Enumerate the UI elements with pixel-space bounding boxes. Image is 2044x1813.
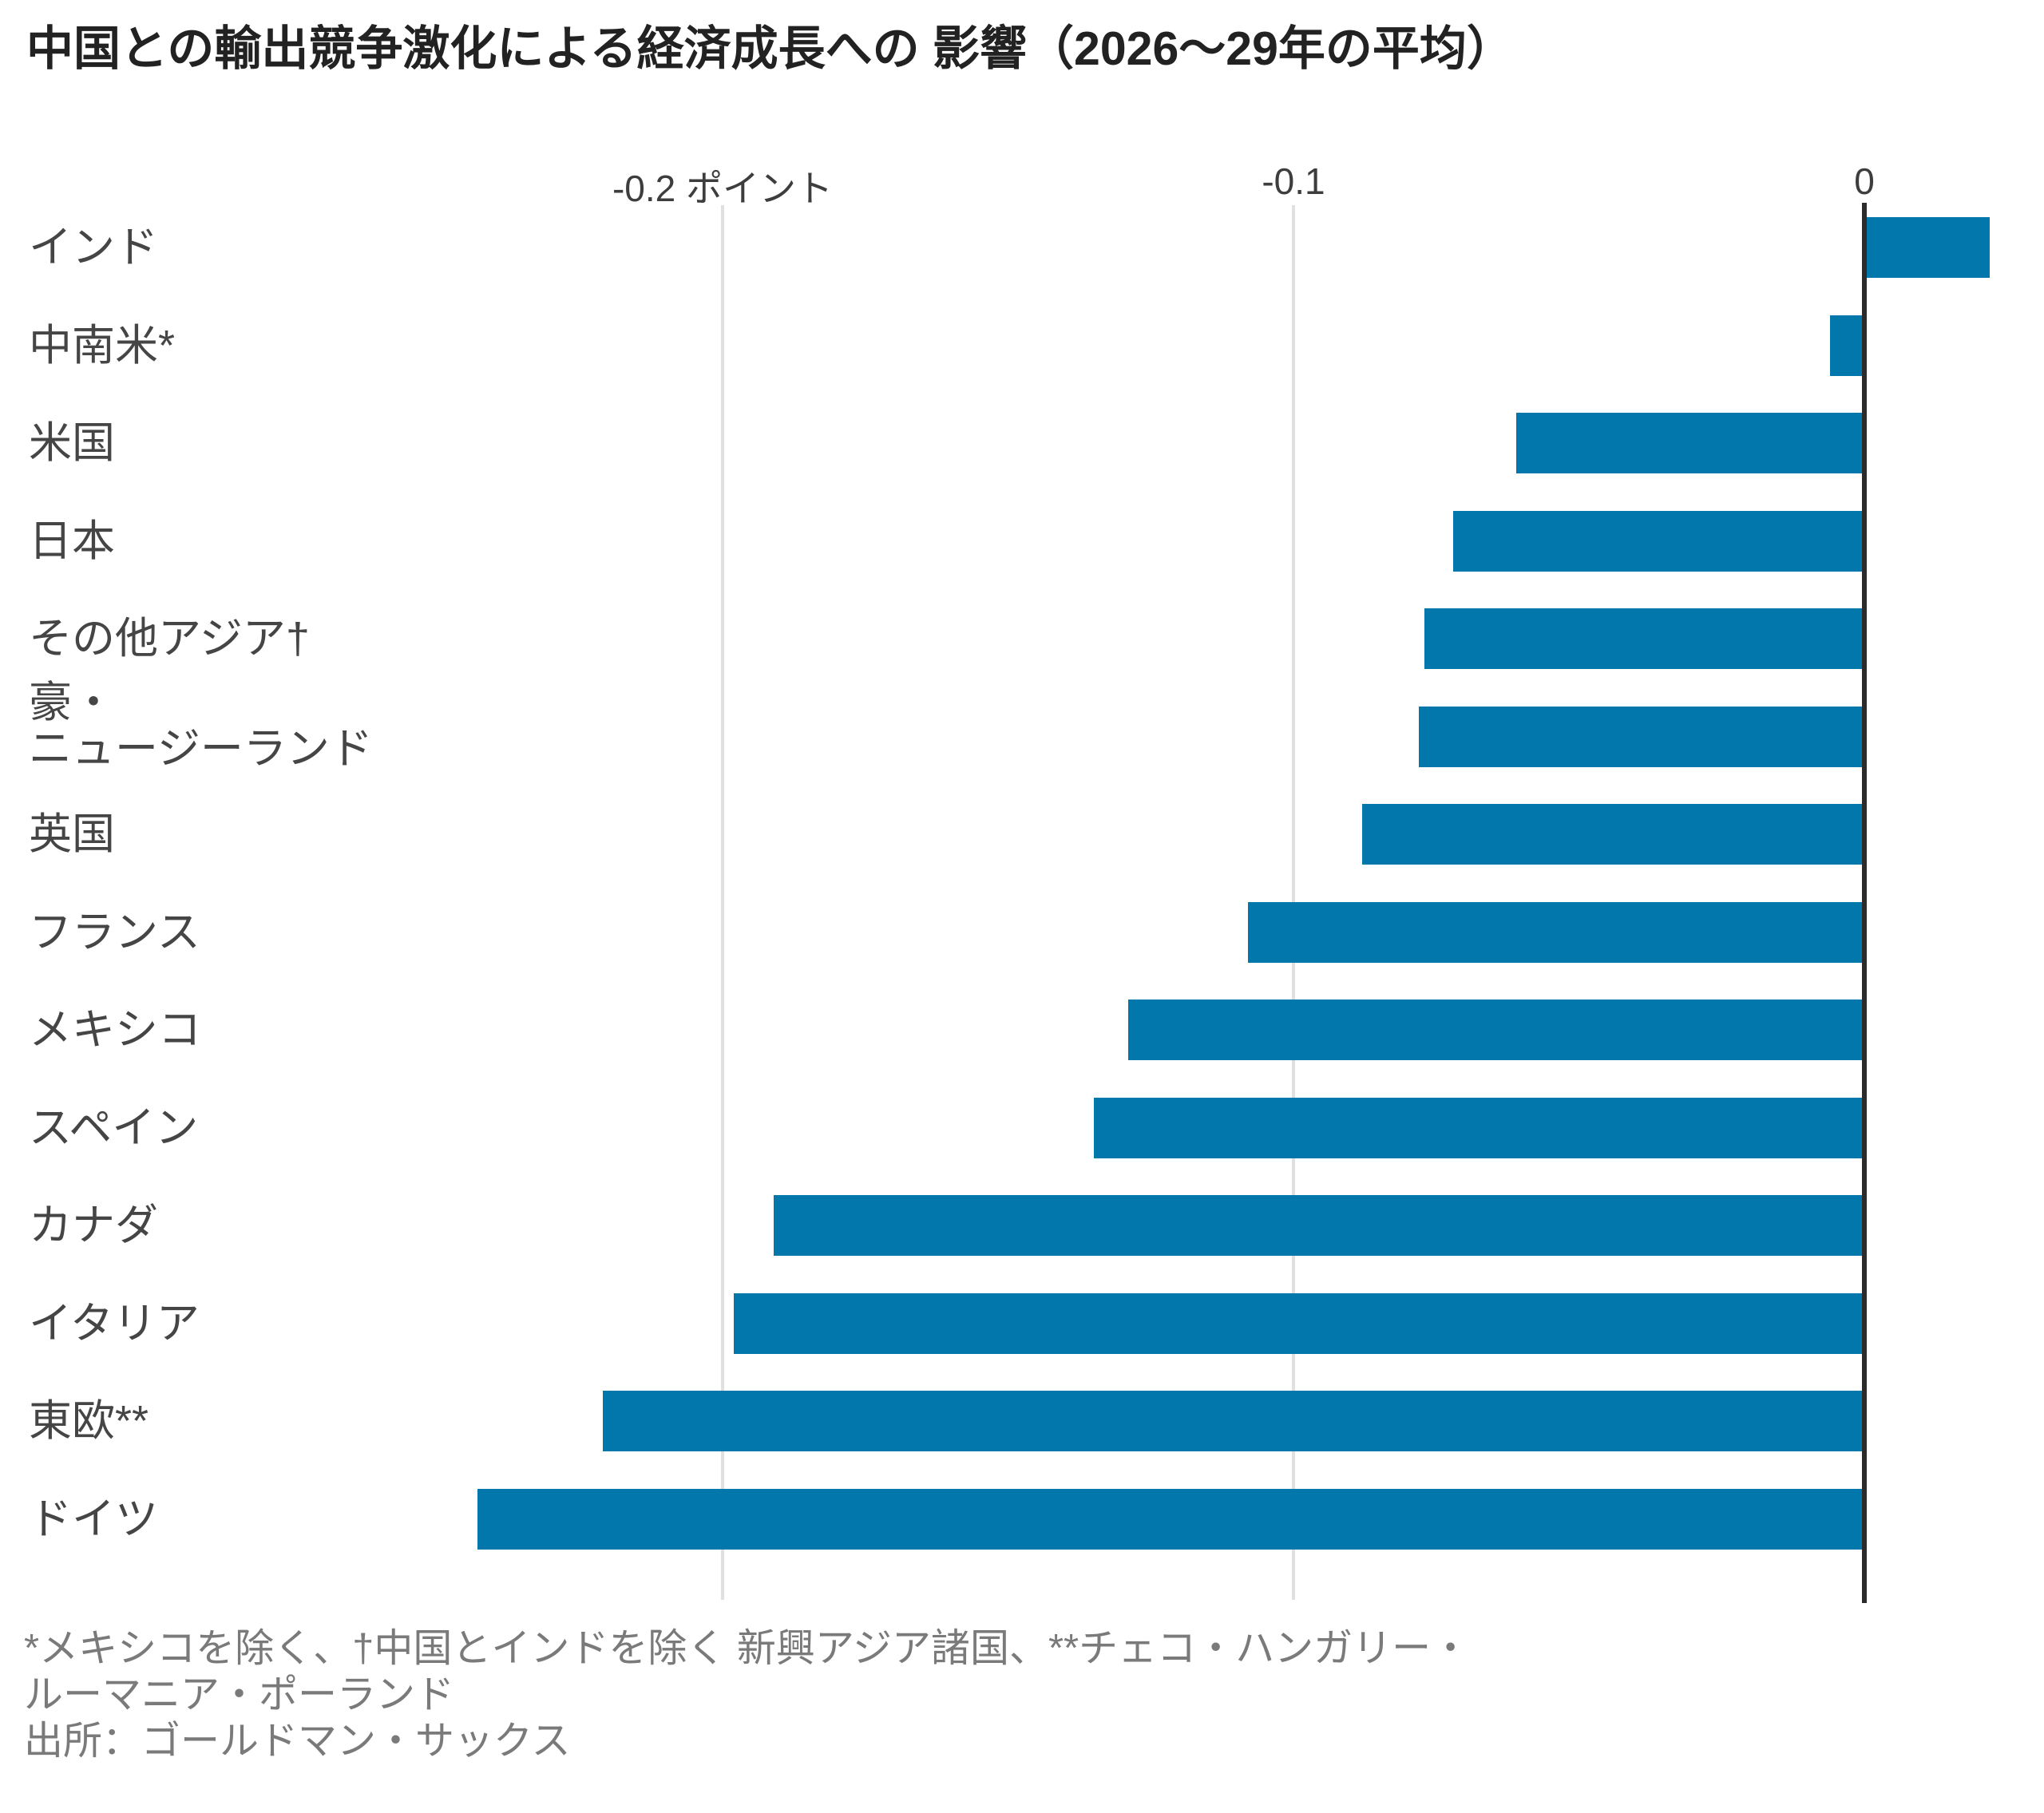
category-label: 日本: [29, 517, 115, 565]
bar: [774, 1195, 1864, 1256]
bar: [1127, 1000, 1864, 1060]
x-tick-label: -0.2 ポイント: [612, 168, 834, 209]
bar: [1515, 413, 1864, 473]
x-tick-label: 0: [1854, 160, 1875, 202]
category-label: 米国: [29, 419, 115, 467]
bar: [1247, 901, 1864, 963]
category-label: イタリア: [29, 1299, 200, 1348]
category-label: カナダ: [29, 1201, 158, 1249]
category-label: 中南米*: [29, 321, 176, 370]
category-label: スペイン: [29, 1103, 199, 1152]
category-label: フランス: [29, 908, 200, 956]
bar: [477, 1488, 1864, 1550]
category-label: メキシコ: [29, 1006, 201, 1054]
category-label: インド: [29, 224, 158, 271]
x-tick-label: -0.1: [1262, 160, 1325, 202]
bar: [1093, 1097, 1864, 1158]
gridline: [721, 205, 724, 1600]
category-label: 英国: [29, 810, 115, 858]
bar: [1424, 608, 1864, 669]
source-note: 出所：ゴールドマン・サックス: [24, 1720, 571, 1763]
bar: [734, 1292, 1864, 1354]
bar: [1453, 510, 1864, 572]
bar: [602, 1391, 1864, 1451]
category-label: その他アジア†: [29, 615, 310, 663]
footnote: *メキシコを除く、†中国とインドを除く 新興アジア諸国、**チェコ・ハンガリー・…: [24, 1627, 1471, 1716]
zero-axis-line: [1862, 203, 1867, 1603]
category-label: ドイツ: [29, 1494, 158, 1543]
bar: [1419, 706, 1864, 767]
bar: [1361, 804, 1864, 865]
category-label: 豪・ ニュージーランド: [29, 678, 373, 773]
chart-title: 中国との輸出競争激化による経済成長への 影響（2026〜29年の平均）: [26, 22, 1514, 75]
category-label: 東欧**: [29, 1397, 149, 1445]
bar: [1830, 315, 1864, 376]
bar: [1864, 217, 1991, 278]
